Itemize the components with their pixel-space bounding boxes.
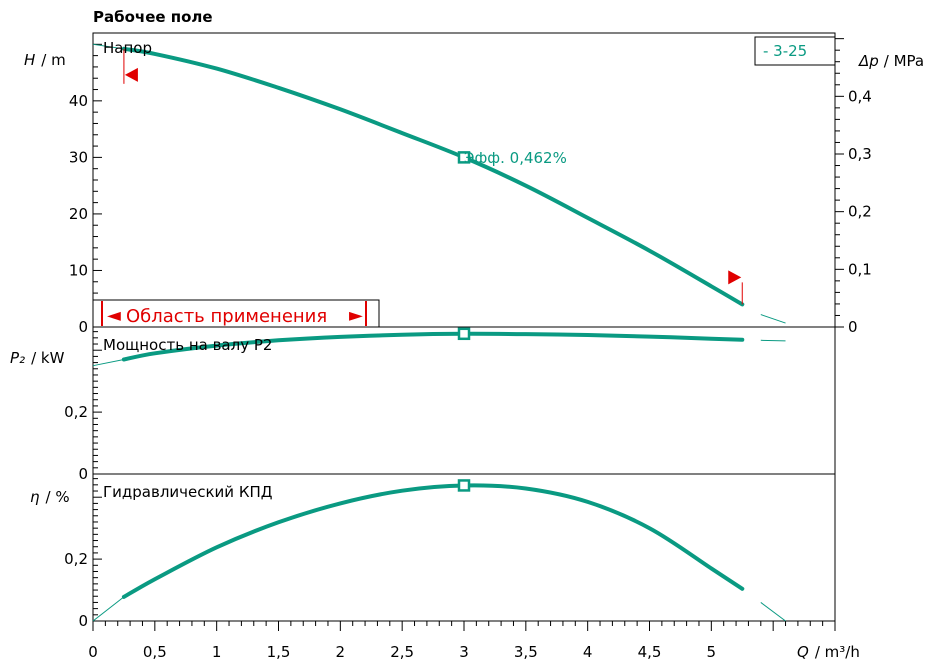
- x-tick-label: 0: [88, 643, 98, 661]
- power-axis-label: P₂ / kW: [10, 349, 65, 367]
- efficiency-axis-var: η: [30, 488, 40, 506]
- power-axis-var: P₂: [10, 349, 25, 367]
- x-tick-label: 1: [212, 643, 222, 661]
- head-bep-marker: [457, 151, 471, 164]
- pressure-axis-unit: / MPa: [884, 52, 924, 70]
- efficiency-extension-start: [92, 596, 125, 622]
- head-extension-start: [92, 43, 124, 50]
- power-y-tick-label: 0,2: [64, 403, 88, 421]
- application-range-label: Область применения: [126, 306, 327, 327]
- x-axis-unit: / m³/h: [815, 643, 860, 661]
- efficiency-curve: [121, 483, 745, 599]
- pressure-tick-label: 0,2: [848, 203, 872, 221]
- x-tick-label: 5: [707, 643, 717, 661]
- efficiency-axis-unit: / %: [46, 488, 70, 506]
- power-y-tick-label: 0: [78, 465, 88, 483]
- range-left-arrow: ◄: [107, 305, 121, 326]
- pressure-axis-var: Δp: [858, 52, 879, 70]
- power-bep-marker: [457, 327, 471, 341]
- x-tick-label: 3,5: [514, 643, 538, 661]
- head-y-tick-label: 10: [69, 261, 88, 279]
- power-extension-start: [92, 359, 125, 367]
- model-label: - 3-25: [763, 42, 807, 60]
- power-axis-unit: / kW: [31, 349, 65, 367]
- x-tick-label: 1,5: [267, 643, 291, 661]
- max-flow-limit-arrow: [728, 270, 742, 285]
- head-axis-var: H: [24, 51, 35, 69]
- x-tick-label: 2: [336, 643, 346, 661]
- application-range-box: [92, 299, 380, 328]
- x-tick-label: 3: [459, 643, 469, 661]
- head-y-tick-label: 30: [69, 148, 88, 166]
- efficiency-axis-label: η / %: [30, 488, 70, 506]
- efficiency-y-tick-label: 0,2: [64, 550, 88, 568]
- efficiency-panel-label: Гидравлический КПД: [103, 483, 272, 501]
- pressure-tick-label: 0,3: [848, 145, 872, 163]
- power-curve: [121, 331, 745, 362]
- model-label-box: [754, 36, 836, 66]
- overlays: [123, 48, 743, 492]
- head-axis-label: H / m: [24, 51, 66, 69]
- head-y-tick-label: 40: [69, 92, 88, 110]
- bep-efficiency-label: Эфф. 0,462%: [464, 149, 567, 167]
- efficiency-y-tick-label: 0: [78, 612, 88, 630]
- head-panel-frame: [92, 32, 836, 328]
- x-axis-var: Q: [797, 643, 809, 661]
- min-flow-limit-arrow: [124, 67, 138, 82]
- pressure-tick-label: 0,1: [848, 260, 872, 278]
- chart-title: Рабочее поле: [93, 8, 213, 26]
- head-axis-unit: / m: [41, 51, 65, 69]
- head-y-tick-label: 20: [69, 205, 88, 223]
- head-y-tick-label: 0: [78, 318, 88, 336]
- x-tick-label: 2,5: [390, 643, 414, 661]
- x-axis-label: Q / m³/h: [797, 643, 860, 661]
- x-tick-label: 4: [583, 643, 593, 661]
- curves: [92, 43, 786, 622]
- range-right-arrow: ►: [349, 305, 363, 326]
- pressure-tick-label: 0,4: [848, 87, 872, 105]
- x-tick-label: 0,5: [143, 643, 167, 661]
- head-curve: [121, 46, 745, 307]
- head-panel-label: Напор: [103, 39, 152, 57]
- pressure-axis-label: Δp / MPa: [858, 52, 924, 70]
- power-panel-label: Мощность на валу P2: [103, 336, 272, 354]
- efficiency-extension-end: [760, 602, 786, 622]
- efficiency-bep-marker: [457, 479, 471, 492]
- head-extension-end: [760, 314, 786, 324]
- tick-marks: 0 10 20 30 40 0 0,1 0,2 0,3 0,4 0 0,2 0 0,2 0 0,5 1 1,5 2 2…: [64, 38, 872, 661]
- pressure-tick-label: 0: [848, 318, 858, 336]
- x-tick-label: 4,5: [638, 643, 662, 661]
- power-extension-end: [760, 339, 786, 342]
